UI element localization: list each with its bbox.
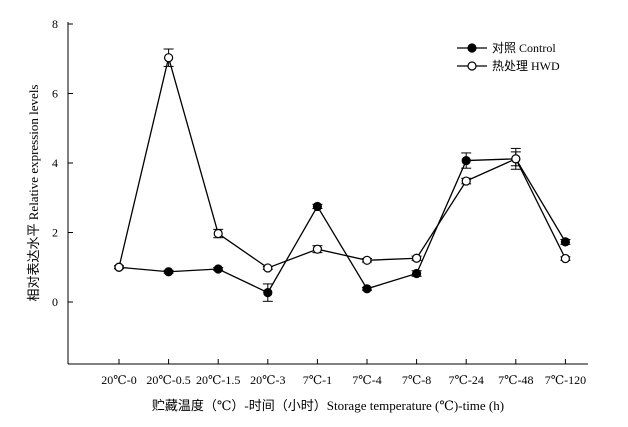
data-point — [461, 176, 471, 186]
data-point — [312, 201, 322, 212]
legend-item: 对照 Control — [457, 41, 556, 55]
data-point — [213, 228, 223, 239]
x-tick-label: 7℃-48 — [498, 373, 533, 387]
x-tick-label: 20℃-0 — [101, 373, 136, 387]
series-layer — [114, 48, 571, 302]
data-point — [263, 263, 273, 273]
y-tick-label: 6 — [52, 87, 58, 101]
data-point — [164, 267, 174, 277]
legend-label: 热处理 HWD — [492, 59, 560, 73]
data-point — [263, 288, 273, 298]
x-tick-label: 7℃-1 — [303, 373, 332, 387]
axes: 0 2 4 6 8 20℃-0 20℃-0.5 20℃-1.5 20℃-3 7℃-1 7℃-4 7℃-… — [52, 17, 588, 387]
data-point — [412, 253, 422, 263]
y-axis-label: 相对表达水平 Relative expression levels — [26, 85, 41, 302]
series-line — [118, 158, 566, 294]
data-point — [312, 244, 322, 254]
data-point — [560, 253, 571, 264]
data-point — [461, 155, 471, 166]
legend-item: 热处理 HWD — [457, 59, 560, 73]
legend-marker — [467, 43, 477, 53]
legend: 对照 Control 热处理 HWD — [457, 41, 560, 73]
data-point — [164, 53, 174, 63]
y-tick-label: 8 — [52, 17, 58, 31]
x-tick-label: 7℃-24 — [448, 373, 483, 387]
y-tick-label: 0 — [52, 295, 58, 309]
y-tick-label: 2 — [52, 226, 58, 240]
data-point — [114, 262, 124, 272]
data-point — [560, 237, 571, 247]
data-point — [412, 268, 422, 279]
series-0 — [114, 151, 571, 302]
series-1 — [114, 48, 571, 273]
x-tick-label: 20℃-3 — [250, 373, 285, 387]
series-line — [118, 55, 566, 269]
x-axis-label: 贮藏温度（℃）-时间（小时）Storage temperature (℃)-ti… — [152, 398, 504, 413]
x-tick-label: 7℃-120 — [545, 373, 586, 387]
x-tick-label: 7℃-4 — [352, 373, 381, 387]
data-point — [362, 255, 372, 265]
x-tick-label: 20℃-0.5 — [146, 373, 190, 387]
data-point — [362, 284, 372, 294]
data-point — [213, 264, 223, 274]
data-point — [511, 154, 521, 164]
x-tick-label: 7℃-8 — [402, 373, 431, 387]
y-tick-label: 4 — [52, 156, 58, 170]
legend-label: 对照 Control — [492, 41, 556, 55]
x-tick-label: 20℃-1.5 — [196, 373, 240, 387]
legend-marker — [467, 61, 477, 71]
